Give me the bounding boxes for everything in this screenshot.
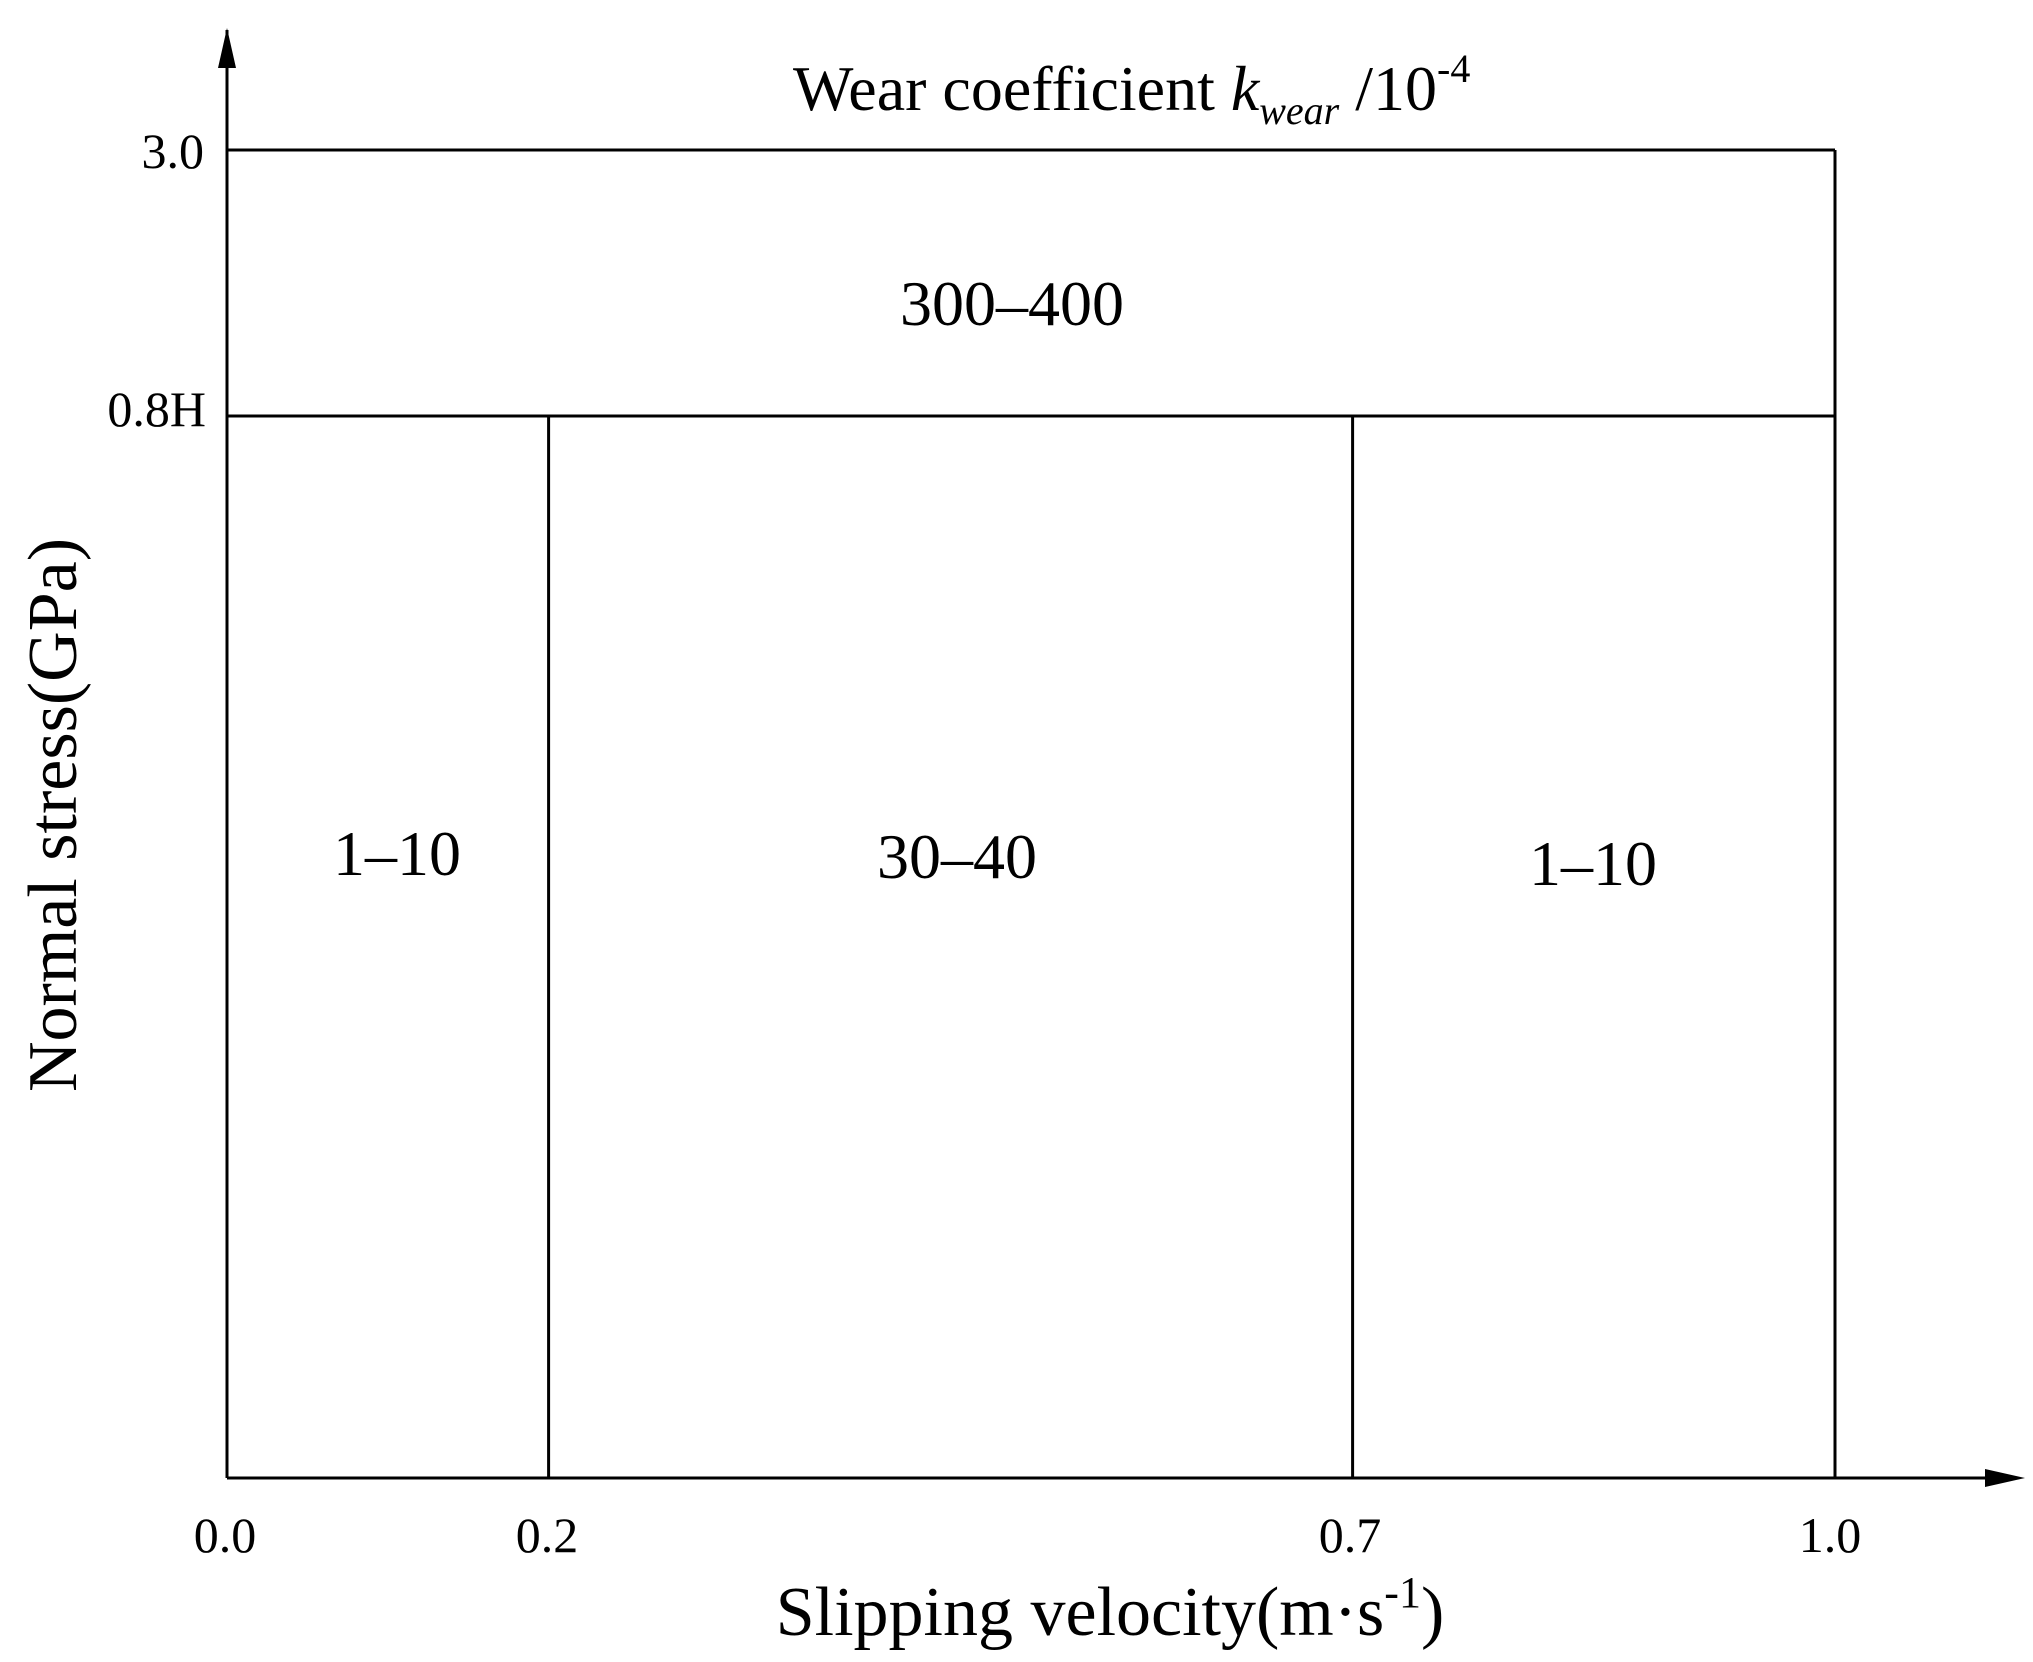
region-label-mid-velocity: 30–40 bbox=[877, 821, 1037, 892]
region-boundaries bbox=[227, 148, 1837, 1478]
x-tick-label-2: 0.7 bbox=[1319, 1507, 1382, 1563]
chart-title: Wear coefficient kwear /10-4 bbox=[793, 46, 1470, 133]
y-axis-title: Normal stress(GPa) bbox=[15, 538, 92, 1092]
y-tick-label-top: 3.0 bbox=[142, 123, 205, 179]
region-label-low-velocity: 1–10 bbox=[333, 818, 461, 889]
x-tick-label-0: 0.0 bbox=[194, 1507, 257, 1563]
region-label-high-velocity: 1–10 bbox=[1529, 828, 1657, 899]
x-tick-label-1: 0.2 bbox=[516, 1507, 579, 1563]
y-tick-label-0-8h: 0.8H bbox=[107, 381, 206, 437]
x-axis-arrow-icon bbox=[1985, 1469, 2025, 1487]
x-tick-label-3: 1.0 bbox=[1799, 1507, 1862, 1563]
y-axis-arrow-icon bbox=[218, 28, 236, 68]
x-axis-title: Slipping velocity(m·s-1) bbox=[776, 1568, 1445, 1651]
region-label-high-stress: 300–400 bbox=[900, 268, 1124, 339]
